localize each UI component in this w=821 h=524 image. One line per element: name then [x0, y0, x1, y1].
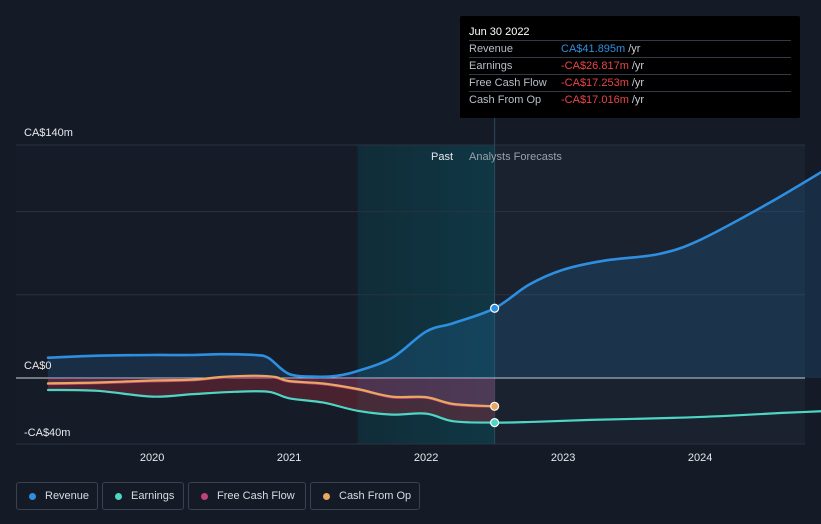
legend-revenue[interactable]: Revenue	[16, 482, 98, 510]
tooltip-label: Earnings	[469, 60, 513, 72]
tooltip-value: CA$41.895m/yr	[561, 43, 641, 55]
tooltip-row-cfo: Cash From Op -CA$17.016m/yr	[469, 91, 791, 109]
tooltip-label: Revenue	[469, 43, 514, 55]
cashflow-area	[48, 375, 495, 407]
tooltip-value: -CA$26.817m/yr	[561, 60, 645, 72]
x-tick-label: 2024	[688, 452, 712, 464]
past-label: Past	[431, 151, 453, 163]
earnings-dot-icon	[115, 493, 122, 500]
tooltip-label: Cash From Op	[469, 94, 542, 106]
revenue-area	[48, 172, 821, 378]
tooltip-label: Free Cash Flow	[469, 77, 547, 89]
cash-from-op-marker	[490, 401, 500, 411]
earnings-area	[48, 375, 495, 423]
tooltip: Jun 30 2022 Revenue CA$41.895m/yr Earnin…	[460, 16, 800, 118]
y-label-zero: CA$0	[24, 360, 52, 372]
tooltip-row-revenue: Revenue CA$41.895m/yr	[469, 40, 791, 58]
y-label-top: CA$140m	[24, 127, 73, 139]
tooltip-row-fcf: Free Cash Flow -CA$17.253m/yr	[469, 74, 791, 92]
legend-free-cash-flow[interactable]: Free Cash Flow	[188, 482, 306, 510]
revenue-marker	[490, 303, 500, 313]
y-label-bottom: -CA$40m	[24, 427, 70, 439]
series-line-cash-from-op	[46, 374, 496, 408]
cash-from-op-dot-icon	[323, 493, 330, 500]
revenue-dot-icon	[29, 493, 36, 500]
x-tick-label: 2022	[414, 452, 438, 464]
free-cash-flow-dot-icon	[201, 493, 208, 500]
legend-earnings[interactable]: Earnings	[102, 482, 184, 510]
legend-cash-from-op[interactable]: Cash From Op	[310, 482, 420, 510]
earnings-marker	[490, 418, 500, 428]
tooltip-value: -CA$17.016m/yr	[561, 94, 645, 106]
series-line-earnings	[46, 388, 821, 424]
tooltip-date: Jun 30 2022	[469, 26, 530, 38]
tooltip-value: -CA$17.253m/yr	[561, 77, 645, 89]
series-line-revenue	[46, 170, 821, 379]
x-tick-label: 2021	[277, 452, 301, 464]
chart: CA$140m CA$0 -CA$40m Past Analysts Forec…	[16, 16, 821, 464]
x-tick-label: 2023	[551, 452, 575, 464]
forecast-label: Analysts Forecasts	[469, 151, 562, 163]
tooltip-row-earnings: Earnings -CA$26.817m/yr	[469, 57, 791, 75]
x-tick-label: 2020	[140, 452, 164, 464]
